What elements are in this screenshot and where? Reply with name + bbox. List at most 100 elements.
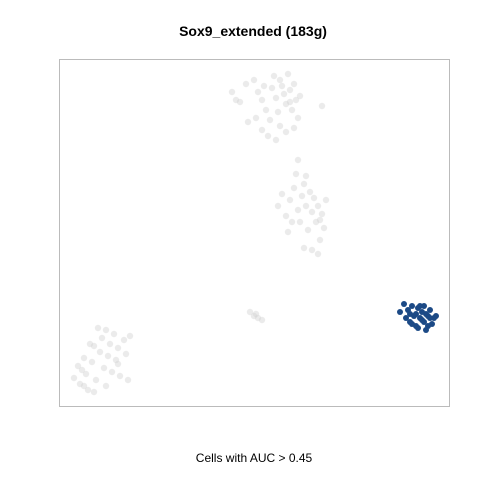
background-cell-point [316,216,324,224]
background-cell-point [286,196,294,204]
background-cell-point [280,90,288,98]
background-cell-point [292,170,300,178]
background-cell-point [90,388,98,396]
background-cell-point [316,236,324,244]
background-cell-point [298,192,306,200]
highlighted-cell-point [413,311,419,317]
background-cell-point [76,380,84,388]
highlighted-cell-point [427,307,433,313]
background-cell-point [250,76,258,84]
background-cell-point [270,72,278,80]
background-cell-point [114,344,122,352]
background-cell-point [250,312,258,320]
background-cell-point [294,114,302,122]
background-cell-point [90,342,98,350]
background-cell-point [102,382,110,390]
background-cell-point [302,202,310,210]
background-cell-point [282,128,290,136]
background-cell-point [260,82,268,90]
background-cell-point [244,118,252,126]
background-cell-point [276,76,284,84]
highlighted-cell-point [423,311,429,317]
background-cell-point [290,124,298,132]
background-cell-point [98,334,106,342]
background-cell-point [96,348,104,356]
background-cell-point [84,386,92,394]
background-cell-point [116,372,124,380]
background-cell-point [318,102,326,110]
background-cell-point [94,324,102,332]
background-cell-point [80,354,88,362]
background-cell-point [272,94,280,102]
background-cell-point [110,330,118,338]
background-cell-point [242,80,250,88]
background-cell-point [282,212,290,220]
background-cell-point [254,314,262,322]
highlighted-cell-point [433,313,439,319]
background-cell-point [300,244,308,252]
background-cell-point [108,368,116,376]
highlighted-cells [397,301,439,333]
background-cell-point [278,190,286,198]
background-cell-point [284,228,292,236]
background-cell-point [312,218,320,226]
background-cell-point [104,352,112,360]
background-cell-point [290,184,298,192]
background-cell-point [304,226,312,234]
background-cell-point [282,100,290,108]
highlighted-cell-point [417,303,423,309]
background-cell-point [82,370,90,378]
background-cell-point [100,364,108,372]
background-cell-point [292,96,300,104]
background-cell-point [126,332,134,340]
background-cell-point [262,106,270,114]
background-cell-point [296,218,304,226]
x-axis-caption: Cells with AUC > 0.45 [196,451,313,465]
background-cell-point [274,108,282,116]
background-cell-point [114,360,122,368]
background-cell-point [102,326,110,334]
highlighted-cell-point [425,323,431,329]
background-cell-point [264,132,272,140]
highlighted-cell-point [401,301,407,307]
background-cell-point [268,84,276,92]
background-cell-point [286,98,294,106]
background-cell-point [246,308,254,316]
background-cell-point [284,70,292,78]
highlighted-cell-point [409,321,415,327]
background-cell-point [78,366,86,374]
highlighted-cell-point [415,325,421,331]
background-cell-point [302,172,310,180]
background-cell-point [294,156,302,164]
background-cell-point [236,98,244,106]
background-cell-point [296,92,304,100]
background-cell-point [266,116,274,124]
background-cell-point [276,122,284,130]
background-cell-point [254,88,262,96]
background-cell-point [232,96,240,104]
background-cell-point [294,206,302,214]
background-cell-point [120,336,128,344]
background-cell-point [300,180,308,188]
background-cell-point [290,80,298,88]
background-cell-point [252,310,260,318]
background-cell-point [320,224,328,232]
background-cell-point [308,208,316,216]
background-cell-point [70,374,78,382]
background-cell-point [306,188,314,196]
background-cell-point [112,356,120,364]
background-cell-point [122,350,130,358]
background-cell-point [278,82,286,90]
chart-title: Sox9_extended (183g) [179,23,327,39]
background-cell-point [314,250,322,258]
background-cell-point [86,340,94,348]
background-cell-point [286,86,294,94]
background-cell-point [92,376,100,384]
background-cell-point [288,106,296,114]
background-cell-point [74,362,82,370]
background-cell-point [258,96,266,104]
background-cell-point [80,382,88,390]
background-cell-point [322,196,330,204]
